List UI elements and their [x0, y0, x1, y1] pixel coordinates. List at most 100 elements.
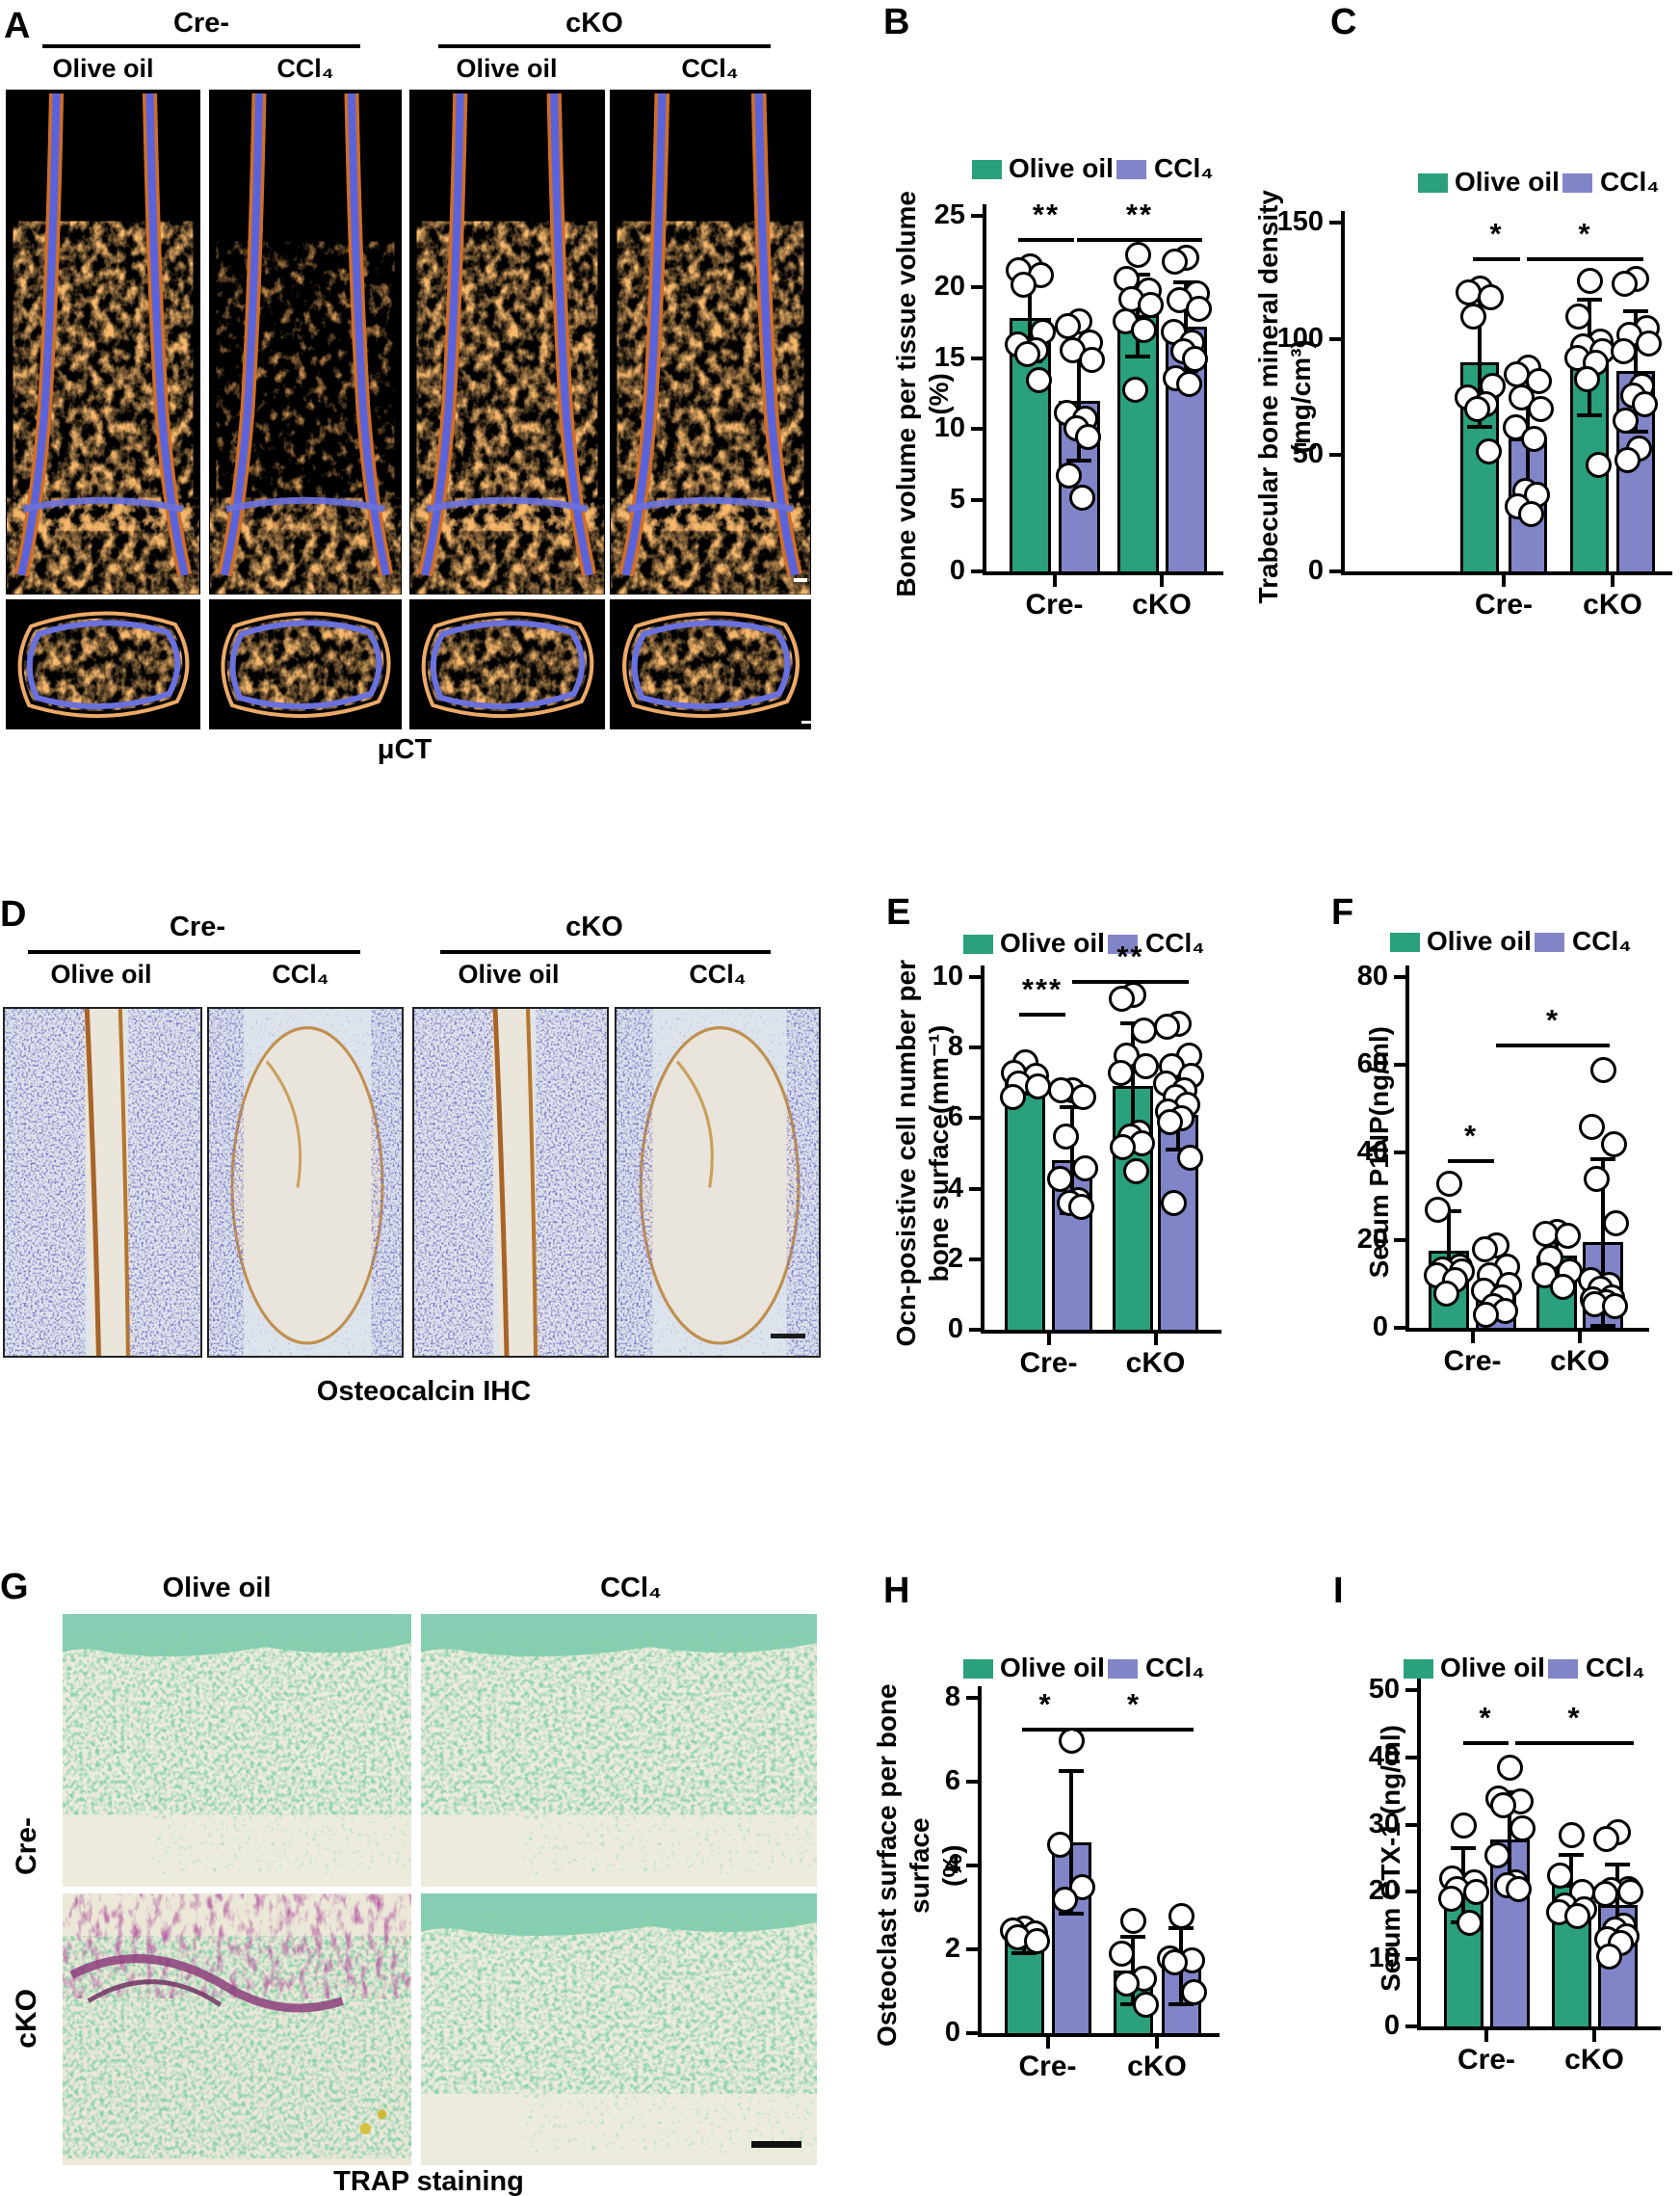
chart-e-xtick-cre [1046, 1334, 1051, 1345]
chart-h-bar-cre-ccl-point [1052, 1886, 1078, 1913]
chart-b-y-axis-title-line: (%) [924, 372, 954, 415]
chart-f-bar-cko-ccl-point [1590, 1056, 1616, 1083]
chart-e-bar-cko-olive-oil-point [1108, 1059, 1134, 1086]
chart-b-sig-line-0 [1018, 238, 1074, 242]
chart-f-bar-cre-olive-oil-error-line [1447, 1211, 1451, 1291]
chart-b-ytick-15 [971, 356, 983, 360]
chart-e-legend-swatch-ccl4 [1108, 935, 1138, 954]
chart-h-ytick-2 [966, 1947, 978, 1951]
chart-h-sig-line-1 [1074, 1728, 1194, 1732]
chart-h-legend-label-ccl4: CCl₄ [1145, 1653, 1205, 1682]
chart-b-sig-line-1 [1077, 238, 1202, 242]
chart-f-sig-line-0 [1448, 1159, 1494, 1163]
chart-i-xlabel-cko: cKO [1564, 2044, 1624, 2076]
chart-h-ytick-8 [966, 1696, 978, 1700]
chart-c-xlabel-cko: cKO [1583, 589, 1642, 621]
chart-e-ytick-label-8: 8 [947, 1031, 963, 1063]
chart-e-y-axis-title-line: Ocn-posistive cell number per [891, 960, 921, 1347]
chart-e-bar-cre-ccl-point [1047, 1165, 1073, 1192]
chart-c-bar-cko-olive-oil-error-cap-top [1577, 297, 1602, 302]
trap-svg [421, 1893, 817, 2165]
chart-i-ytick-label-20: 20 [1368, 1875, 1400, 1907]
chart-b-panel-letter: B [883, 2, 910, 42]
chart-e-bar-cre-ccl-error-line [1070, 1107, 1074, 1214]
chart-f-xtick-cko [1578, 1332, 1582, 1343]
chart-i-sig-line-1 [1515, 1741, 1634, 1745]
uct-cross-svg [6, 599, 200, 729]
chart-h-bar-cko-olive-oil-point [1120, 1907, 1146, 1934]
chart-i-bar-cko-ccl-point [1617, 1879, 1643, 1906]
trap-svg [63, 1614, 411, 1887]
chart-b-y-axis-title-text: Bone volume per tissue volume (%) [890, 191, 956, 597]
chart-e-bar-cko-olive-oil-point [1109, 985, 1135, 1012]
chart-b-ytick-label-5: 5 [949, 484, 965, 516]
chart-b-legend-swatch-olive-oil [972, 160, 1002, 179]
chart-c-legend-swatch-olive-oil [1418, 173, 1448, 193]
chart-h-bar-cre-olive-oil-error-cap-bottom [1011, 1951, 1037, 1956]
chart-f-bar-cko-olive-oil-point [1555, 1223, 1581, 1250]
chart-c-bar-cko-olive-oil-error-cap-bottom [1577, 413, 1602, 418]
chart-f-bar-cre-olive-oil-point [1436, 1170, 1462, 1197]
chart-f-ytick-label-0: 0 [1372, 1311, 1388, 1342]
chart-b-bar-cre-olive-oil-point [1011, 271, 1037, 298]
chart-b-ytick-label-20: 20 [933, 270, 965, 302]
chart-e-y-axis-title-line: bone surface(mm⁻¹) [924, 1024, 954, 1283]
uct-cross-svg [409, 599, 605, 729]
chart-b-y-axis-title: Bone volume per tissue volume (%) [884, 172, 961, 615]
chart-b-bar-cre-ccl-error-line [1077, 340, 1081, 461]
chart-i-x-axis [1417, 2026, 1661, 2030]
chart-c-bar-cre-ccl-point [1518, 500, 1544, 527]
chart-i-sig-label-0: * [1479, 1701, 1493, 1734]
trap-image-cko-oliveoil [63, 1893, 411, 2165]
chart-c-y-axis [1341, 211, 1345, 575]
chart-i-sig-label-1: * [1567, 1701, 1582, 1734]
chart-c-legend-label-olive-oil: Olive oil [1455, 167, 1560, 197]
chart-e-bar-cre-ccl-point [1068, 1193, 1094, 1220]
chart-h-bar-cko-olive-oil-point [1133, 1991, 1159, 2018]
chart-c-bar-cre-ccl-point [1528, 396, 1554, 423]
chart-h-bar-cre-ccl-point [1059, 1727, 1085, 1754]
chart-c-bar-cko-ccl-error-cap-bottom [1623, 430, 1648, 435]
chart-h-y-axis [978, 1686, 982, 2037]
chart-f-legend-swatch-olive-oil [1390, 933, 1420, 952]
chart-i-panel-letter: I [1333, 1571, 1344, 1611]
chart-c-ytick-label-150: 150 [1276, 206, 1324, 237]
chart-c-bar-cre-olive-oil-point [1464, 396, 1490, 423]
chart-i-sig-line-0 [1463, 1741, 1509, 1745]
chart-e-y-axis-title-text: Ocn-posistive cell number per bone surfac… [890, 960, 956, 1346]
chart-c-bar-cko-ccl-error-line [1634, 310, 1638, 433]
chart-i-bar-cre-olive-oil-point [1463, 1879, 1489, 1906]
chart-i-bar-cko-olive-oil-point [1547, 1862, 1573, 1889]
chart-h-y-axis-title: Osteoclast surface per bone surface (%) [872, 1654, 967, 2077]
chart-e-legend-label-olive-oil: Olive oil [1000, 928, 1105, 958]
panel-d-caption: Osteocalcin IHC [316, 1376, 532, 1407]
chart-i-ytick-label-50: 50 [1368, 1674, 1400, 1705]
scale-bar [794, 578, 807, 582]
chart-b-y-axis-title-line: Bone volume per tissue volume [891, 190, 921, 597]
chart-h-sig-label-0: * [1038, 1687, 1053, 1721]
chart-f-xlabel-cre: Cre- [1443, 1345, 1502, 1377]
chart-b-ytick-20 [971, 284, 983, 289]
chart-f-bar-cko-ccl-error-cap-bottom [1590, 1323, 1615, 1328]
chart-b-ytick-0 [971, 569, 983, 573]
ihc-image-cko-ccl4 [615, 1007, 821, 1358]
chart-i-ytick-label-40: 40 [1368, 1740, 1400, 1772]
uct-long-image-cko-oliveoil [409, 90, 605, 595]
chart-e-x-axis [981, 1330, 1221, 1334]
chart-c-xtick-cko [1611, 575, 1614, 587]
chart-e-ytick-2 [969, 1257, 981, 1261]
chart-b-ytick-25 [971, 214, 983, 218]
chart-f-legend-swatch-ccl4 [1535, 933, 1564, 952]
chart-e-y-axis [981, 966, 984, 1334]
chart-e-panel-letter: E [886, 892, 911, 933]
panel-d-col-oliveoil-2: Olive oil [458, 960, 560, 989]
chart-b-bar-cre-olive-oil-error-line [1028, 275, 1032, 361]
chart-c-bar-cre-olive-oil-error-line [1478, 297, 1482, 428]
chart-i-ytick-label-0: 0 [1383, 2010, 1400, 2041]
chart-e-sig-line-1 [1072, 980, 1189, 984]
chart-e-ytick-10 [969, 975, 981, 979]
chart-c-bar-cko-ccl-error-cap-top [1623, 308, 1648, 313]
ihc-svg [617, 1009, 819, 1356]
chart-b-bar-cre-ccl-point [1056, 462, 1082, 489]
panel-d-col-oliveoil-1: Olive oil [50, 960, 152, 989]
